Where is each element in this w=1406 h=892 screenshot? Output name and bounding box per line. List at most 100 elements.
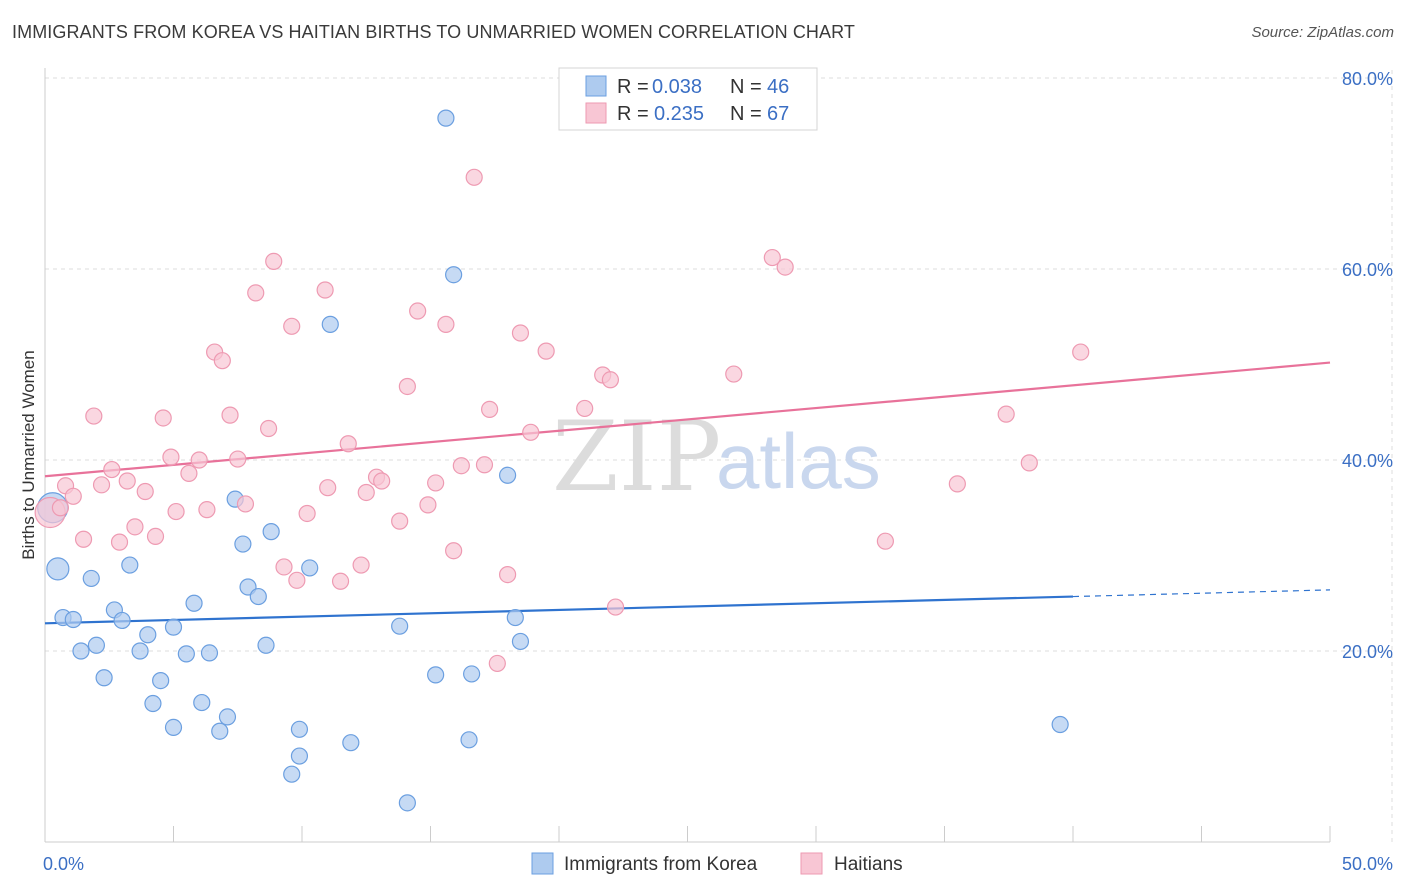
point-haiti <box>725 365 743 383</box>
legend-n-label-haiti: N = <box>730 103 762 125</box>
y-axis-label: Births to Unmarried Women <box>19 350 38 559</box>
point-haiti <box>537 342 555 360</box>
series-legend: Immigrants from Korea Haitians <box>531 852 903 875</box>
point-haiti <box>259 419 278 438</box>
point-haiti <box>316 281 334 299</box>
x-tick-label-max: 50.0% <box>1342 854 1393 874</box>
series-haiti-points <box>34 168 1090 673</box>
point-haiti <box>180 464 198 482</box>
point-korea <box>46 557 70 581</box>
point-haiti <box>265 252 283 270</box>
point-haiti <box>339 435 357 453</box>
point-haiti <box>776 258 794 276</box>
point-korea <box>463 665 481 683</box>
point-korea <box>139 626 157 644</box>
point-korea <box>249 587 267 606</box>
point-haiti <box>499 565 517 584</box>
point-korea <box>64 610 82 629</box>
point-korea <box>193 693 211 712</box>
point-haiti <box>51 499 70 517</box>
point-haiti <box>606 598 625 616</box>
point-haiti <box>319 479 337 497</box>
point-haiti <box>997 405 1015 423</box>
axes-layer <box>44 68 1331 843</box>
point-haiti <box>236 495 255 513</box>
point-haiti <box>146 527 165 546</box>
point-korea <box>82 569 100 588</box>
point-korea <box>177 645 195 663</box>
point-korea <box>437 109 455 127</box>
point-haiti <box>92 476 111 494</box>
point-haiti <box>221 406 239 424</box>
point-haiti <box>409 302 427 320</box>
trendline-korea-extension <box>1072 589 1331 598</box>
x-tick-label-min: 0.0% <box>43 854 84 874</box>
point-korea <box>460 731 478 749</box>
legend-swatch-haiti <box>585 102 607 124</box>
point-haiti <box>398 377 416 396</box>
point-haiti <box>190 451 208 469</box>
point-haiti <box>352 556 370 574</box>
point-haiti <box>154 409 172 427</box>
bottom-legend-swatch-korea <box>531 852 554 875</box>
point-haiti <box>481 400 499 418</box>
point-korea <box>290 747 309 765</box>
watermark: ZIP atlas <box>552 401 881 513</box>
point-haiti <box>247 284 265 302</box>
point-haiti <box>288 571 306 589</box>
point-haiti <box>763 248 781 267</box>
point-haiti <box>419 496 437 514</box>
source-label: Source: ZipAtlas.com <box>1251 24 1394 41</box>
point-korea <box>283 765 301 783</box>
bottom-legend-label-haiti: Haitians <box>834 854 903 875</box>
point-korea <box>391 617 409 635</box>
legend-r-value-korea: 0.038 <box>652 76 702 98</box>
point-korea <box>499 466 517 484</box>
y-tick-label: 20.0% <box>1342 642 1393 662</box>
point-korea <box>144 694 162 713</box>
point-korea <box>72 642 90 660</box>
legend-r-label-korea: R = <box>617 76 649 98</box>
point-korea <box>200 644 219 662</box>
point-korea <box>121 556 139 574</box>
legend-swatch-korea <box>585 75 607 97</box>
point-korea <box>427 666 445 684</box>
trendline-korea <box>44 595 1074 625</box>
point-korea <box>164 618 183 636</box>
point-haiti <box>357 483 375 502</box>
point-haiti <box>876 532 894 550</box>
point-haiti <box>437 315 455 333</box>
point-korea <box>290 720 309 738</box>
point-korea <box>342 734 360 752</box>
trend-layer <box>44 361 1331 625</box>
point-haiti <box>427 474 445 492</box>
point-korea <box>398 794 416 812</box>
point-korea <box>95 669 113 687</box>
point-korea <box>321 315 339 333</box>
point-korea <box>506 608 524 627</box>
point-haiti <box>1072 343 1090 361</box>
point-korea <box>113 611 131 630</box>
legend-r-value-haiti: 0.235 <box>654 103 704 125</box>
y-tick-label: 40.0% <box>1342 451 1393 471</box>
point-haiti <box>576 399 594 418</box>
point-haiti <box>331 572 350 590</box>
legend-n-value-korea: 46 <box>767 76 789 98</box>
point-korea <box>511 632 530 651</box>
point-korea <box>185 594 203 612</box>
watermark-atlas: atlas <box>716 417 881 505</box>
point-haiti <box>522 423 540 441</box>
point-haiti <box>601 371 620 389</box>
point-haiti <box>488 654 506 673</box>
point-korea <box>445 266 463 284</box>
point-korea <box>262 523 280 541</box>
point-haiti <box>283 317 301 335</box>
point-korea <box>164 718 183 737</box>
y-tick-label: 80.0% <box>1342 69 1393 89</box>
point-korea <box>211 722 229 740</box>
point-korea <box>301 559 319 577</box>
point-haiti <box>465 168 483 186</box>
point-haiti <box>64 487 82 505</box>
point-haiti <box>167 502 185 521</box>
